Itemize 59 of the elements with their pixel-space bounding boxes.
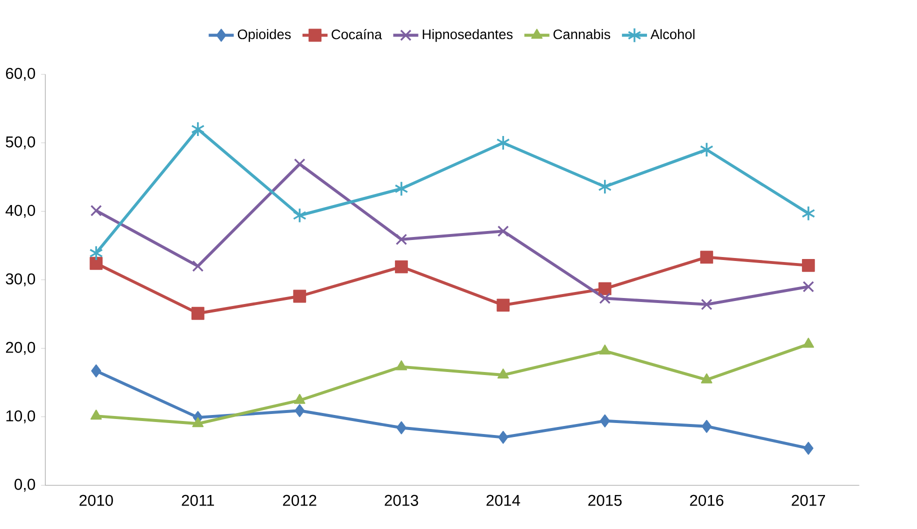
point <box>598 178 612 194</box>
point <box>294 404 305 417</box>
point <box>89 245 103 261</box>
point <box>191 121 205 137</box>
x-tick-label: 2010 <box>80 494 113 506</box>
point <box>292 208 306 224</box>
y-tick-label: 10,0 <box>6 410 36 424</box>
point <box>600 414 610 428</box>
x-tick-label: 2017 <box>792 494 826 506</box>
x-tick-label: 2011 <box>182 494 214 506</box>
point <box>294 158 306 170</box>
point <box>394 180 408 196</box>
point <box>191 306 204 320</box>
point <box>90 204 102 216</box>
point <box>599 292 611 304</box>
point <box>91 364 102 378</box>
point <box>396 421 406 434</box>
point <box>497 368 509 378</box>
point <box>599 344 611 354</box>
point <box>803 442 814 455</box>
point <box>700 298 712 310</box>
y-tick-label: 50,0 <box>6 136 36 150</box>
y-tick-label: 60,0 <box>6 68 36 81</box>
point <box>294 394 306 404</box>
point <box>702 420 712 433</box>
point <box>90 256 103 270</box>
point <box>394 260 408 274</box>
point <box>496 298 510 312</box>
x-tick-label: 2016 <box>690 494 724 506</box>
legend-label: Alcohol <box>650 28 694 40</box>
point <box>802 258 815 272</box>
point <box>802 280 814 292</box>
point <box>192 417 204 428</box>
x-tick-label: 2014 <box>486 494 520 506</box>
point <box>497 225 509 237</box>
point <box>700 142 714 158</box>
point <box>496 134 510 150</box>
point <box>802 338 814 348</box>
point <box>192 260 204 272</box>
point <box>396 360 408 370</box>
x-tick-label: 2015 <box>588 494 622 506</box>
point <box>498 430 508 444</box>
point <box>396 234 408 245</box>
point <box>802 206 816 221</box>
point <box>90 410 102 420</box>
legend-label: Opioides <box>238 28 291 42</box>
y-tick-label: 0,0 <box>14 478 36 492</box>
x-tick-label: 2013 <box>384 494 418 506</box>
y-tick-label: 20,0 <box>6 342 36 355</box>
y-tick-label: 40,0 <box>6 204 36 218</box>
point <box>598 282 612 296</box>
point <box>293 290 306 303</box>
point <box>700 373 712 384</box>
legend-label: Cocaína <box>332 28 382 40</box>
x-tick-label: 2012 <box>283 494 316 506</box>
point <box>700 250 714 264</box>
legend-label: Hipnosedantes <box>422 28 513 42</box>
y-tick-label: 30,0 <box>6 273 36 286</box>
legend-label: Cannabis <box>554 28 610 40</box>
